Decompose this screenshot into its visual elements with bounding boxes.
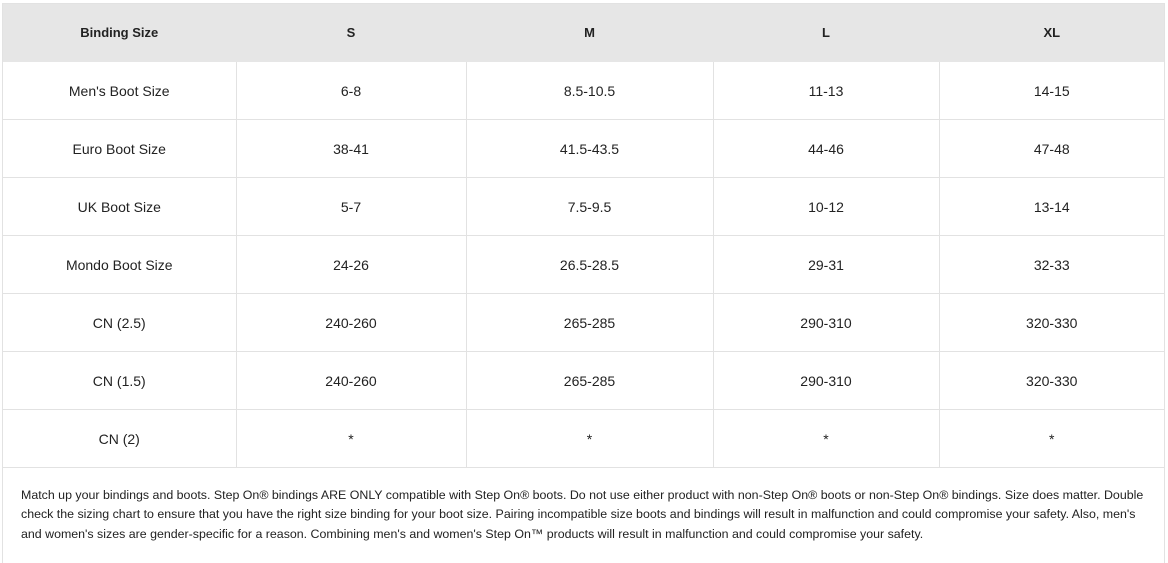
table-row: Men's Boot Size 6-8 8.5-10.5 11-13 14-15 xyxy=(3,61,1164,120)
size-cell: 29-31 xyxy=(712,235,940,294)
size-table: Binding Size S M L XL Men's Boot Size 6-8 8.5-… xyxy=(3,4,1164,468)
size-cell: 13-14 xyxy=(938,177,1164,236)
size-cell: 6-8 xyxy=(235,61,467,120)
size-cell: 290-310 xyxy=(712,351,940,410)
size-cell: * xyxy=(712,409,940,468)
size-cell: * xyxy=(465,409,714,468)
table-row: Mondo Boot Size 24-26 26.5-28.5 29-31 32-33 xyxy=(3,235,1164,294)
table-row: CN (1.5) 240-260 265-285 290-310 320-330 xyxy=(3,351,1164,410)
size-cell: 10-12 xyxy=(712,177,940,236)
disclaimer: Match up your bindings and boots. Step O… xyxy=(21,488,1144,541)
size-cell: 320-330 xyxy=(938,293,1164,352)
size-cell: 5-7 xyxy=(235,177,467,236)
row-label: Men's Boot Size xyxy=(3,61,237,120)
size-cell: 265-285 xyxy=(465,351,714,410)
row-label: CN (1.5) xyxy=(3,351,237,410)
size-cell: 320-330 xyxy=(938,351,1164,410)
row-label: UK Boot Size xyxy=(3,177,237,236)
header-cell: M xyxy=(465,4,714,62)
table-row: CN (2.5) 240-260 265-285 290-310 320-330 xyxy=(3,293,1164,352)
table-row: UK Boot Size 5-7 7.5-9.5 10-12 13-14 xyxy=(3,177,1164,236)
size-cell: 24-26 xyxy=(235,235,467,294)
size-chart: Binding Size S M L XL Men's Boot Size 6-8 8.5-… xyxy=(2,3,1165,563)
header-cell: XL xyxy=(938,4,1164,62)
table-row: CN (2) * * * * xyxy=(3,409,1164,468)
header-row: Binding Size S M L XL xyxy=(3,4,1164,62)
size-cell: 47-48 xyxy=(938,119,1164,178)
size-cell: * xyxy=(235,409,467,468)
size-cell: 265-285 xyxy=(465,293,714,352)
size-cell: 32-33 xyxy=(938,235,1164,294)
size-cell: 41.5-43.5 xyxy=(465,119,714,178)
size-cell: 14-15 xyxy=(938,61,1164,120)
size-cell: 44-46 xyxy=(712,119,940,178)
header-cell: S xyxy=(235,4,467,62)
size-cell: 7.5-9.5 xyxy=(465,177,714,236)
size-cell: 38-41 xyxy=(235,119,467,178)
row-label: Euro Boot Size xyxy=(3,119,237,178)
header-cell: Binding Size xyxy=(3,4,237,62)
size-cell: 240-260 xyxy=(235,293,467,352)
header-cell: L xyxy=(712,4,940,62)
row-label: Mondo Boot Size xyxy=(3,235,237,294)
size-cell: 11-13 xyxy=(712,61,940,120)
size-cell: 8.5-10.5 xyxy=(465,61,714,120)
table-row: Euro Boot Size 38-41 41.5-43.5 44-46 47-48 xyxy=(3,119,1164,178)
size-cell: * xyxy=(938,409,1164,468)
row-label: CN (2.5) xyxy=(3,293,237,352)
size-cell: 290-310 xyxy=(712,293,940,352)
size-cell: 240-260 xyxy=(235,351,467,410)
row-label: CN (2) xyxy=(3,409,237,468)
size-cell: 26.5-28.5 xyxy=(465,235,714,294)
